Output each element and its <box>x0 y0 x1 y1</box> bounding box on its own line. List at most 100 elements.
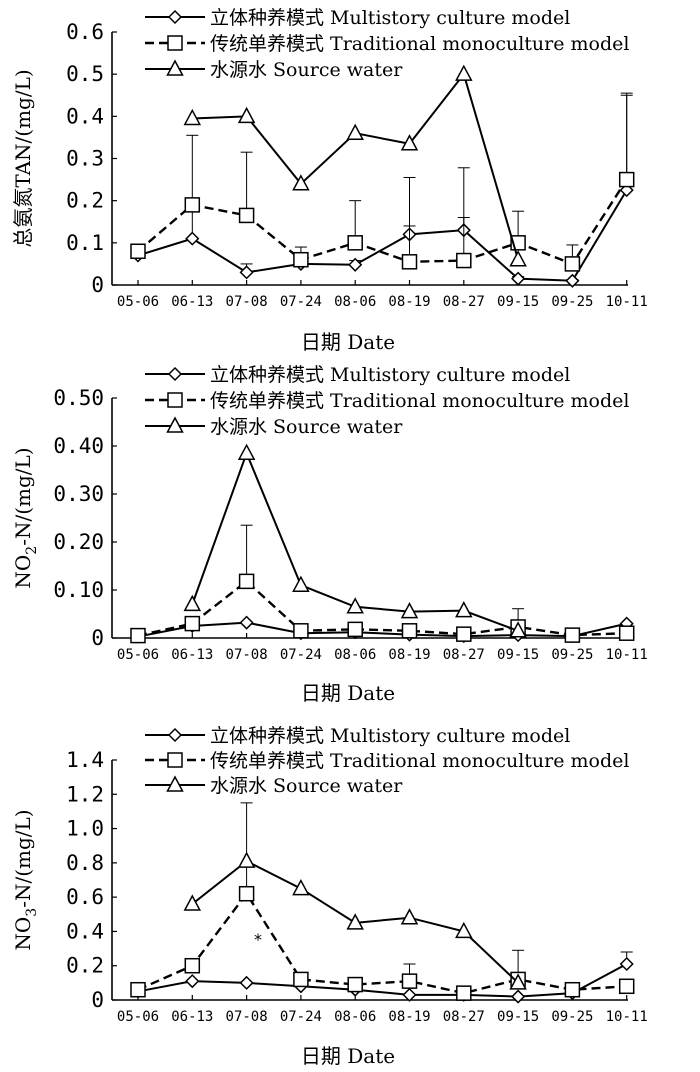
panel-3-legend-marker-0 <box>167 727 183 743</box>
panel-1-series-square-line <box>137 178 628 266</box>
panel-3-y-axis-title: NO3-N/(mg/L) <box>11 809 40 950</box>
panel-3-legend-marker-1 <box>167 752 183 768</box>
panel-2-y-tick-label: 0.30 <box>53 482 104 506</box>
panel-3-legend-item-square: 传统单养模式 Traditional monoculture model <box>145 750 629 772</box>
panel-1-series-square-marker-1 <box>184 197 201 213</box>
panel-2-x-tick-label: 06-13 <box>171 647 213 663</box>
panel-2-y-tick-label: 0.20 <box>53 530 104 554</box>
panel-3-series-square-marker-1 <box>184 957 201 974</box>
panel-2-legend-item-square: 传统单养模式 Traditional monoculture model <box>145 390 629 412</box>
panel-1-series-diamond-marker-2 <box>239 265 254 280</box>
panel-3-series-triangle-marker-2 <box>237 851 256 868</box>
panel-1-y-tick-label: 0.4 <box>66 104 104 128</box>
panel-2-series-square <box>130 524 635 644</box>
panel-2-series-square-marker-4 <box>347 621 363 638</box>
panel-2-series-diamond-marker-2 <box>239 615 254 630</box>
panel-1-series-diamond-marker-8 <box>565 273 580 288</box>
panel-1-x-tick-label: 07-08 <box>226 294 268 310</box>
panel-1-series-diamond-line <box>137 189 628 282</box>
panel-2-legend-label: 立体种养模式 Multistory culture model <box>210 364 570 386</box>
panel-3-series-diamond-marker-7 <box>511 989 526 1004</box>
panel-1-series-square-marker-9 <box>618 171 635 188</box>
panel-3-series-triangle-marker-7 <box>509 973 527 990</box>
panel-2-series-triangle-marker-1 <box>183 594 202 612</box>
panel-1-x-tick-label: 07-24 <box>280 294 322 310</box>
panel-1-x-tick-label: 10-11 <box>606 294 648 310</box>
panel-2-x-tick-label: 09-25 <box>551 647 593 663</box>
panel-2-x-tick-label: 10-11 <box>606 647 648 663</box>
panel-2-series-square-marker-6 <box>456 626 472 642</box>
panel-3-series-diamond-marker-1 <box>185 974 200 989</box>
panel-3-series-diamond-marker-9 <box>619 956 634 972</box>
panel-1-series-square-marker-5 <box>401 254 418 270</box>
panel-2-series-square-marker-8 <box>564 627 581 643</box>
panel-2-series-triangle-marker-3 <box>292 575 310 592</box>
panel-3-series-diamond-marker-5 <box>402 987 417 1002</box>
panel-3-y-tick-label: 1.4 <box>66 748 104 772</box>
panel-1-series-square-marker-6 <box>456 252 472 269</box>
panel-3-legend-label: 水源水 Source water <box>210 775 403 797</box>
panel-1-legend-label: 水源水 Source water <box>210 59 403 81</box>
panel-2-series-square-line <box>137 579 627 637</box>
panel-2-series-triangle-marker-7 <box>509 621 527 638</box>
panel-1-legend-item-square: 传统单养模式 Traditional monoculture model <box>145 33 629 55</box>
panel-1-x-tick-label: 08-27 <box>443 294 485 310</box>
panel-3-legend-marker-2 <box>166 775 184 792</box>
panel-2-x-tick-label: 09-15 <box>497 647 539 663</box>
panel-1: 0 0.1 0.2 0.3 0.4 0.5 0.6 05-06 06-13 07-08 07-24 0… <box>11 7 648 354</box>
panel-3-x-tick-label: 09-25 <box>551 1009 593 1025</box>
panel-3-series-square-marker-2 <box>238 885 255 902</box>
panel-2-x-tick-label: 07-08 <box>226 647 268 663</box>
panel-2-series-square-marker-3 <box>293 623 309 639</box>
panel-3-series-square-marker-3 <box>293 971 309 988</box>
panel-3-x-tick-label: 05-06 <box>117 1009 159 1025</box>
panel-3-series-square-marker-8 <box>564 981 581 998</box>
panel-2-y-tick-label: 0.50 <box>53 386 104 410</box>
panel-3-significance-annotation: * <box>254 930 262 949</box>
panel-3-series-triangle-marker-6 <box>455 921 473 939</box>
panel-1-series-triangle-marker-6 <box>455 64 473 81</box>
panel-1-y-tick-label: 0 <box>91 273 104 297</box>
panel-2-series-square-marker-9 <box>618 625 635 641</box>
panel-2-legend-item-triangle: 水源水 Source water <box>145 416 403 438</box>
panel-2-y-axis-title: NO2-N/(mg/L) <box>11 447 40 588</box>
panel-1-series-square-marker-3 <box>293 251 309 268</box>
panel-3-y-tick-label: 1.2 <box>66 782 104 806</box>
panel-2-x-tick-label: 07-24 <box>280 647 322 663</box>
panel-2-y-tick-label: 0.10 <box>53 578 104 602</box>
panel-1-x-tick-label: 06-13 <box>171 294 213 310</box>
panel-1-series-square <box>130 94 635 272</box>
panel-1-legend-marker-1 <box>167 35 183 51</box>
panel-2-x-tick-label: 05-06 <box>117 647 159 663</box>
panel-1-series-diamond-marker-1 <box>185 231 200 246</box>
panel-2-series-square-marker-5 <box>401 623 418 639</box>
panel-3-legend-label: 传统单养模式 Traditional monoculture model <box>210 750 629 772</box>
panel-2-x-tick-label: 08-27 <box>443 647 485 663</box>
panel-1-series-triangle-marker-2 <box>237 106 256 124</box>
panel-1-series-square-marker-2 <box>238 207 255 224</box>
panel-2-series-square-marker-1 <box>184 615 201 632</box>
panel-1-series-square-marker-8 <box>564 256 581 272</box>
panel-1-y-axis-title: 总氨氮TAN/(mg/L) <box>11 69 35 247</box>
panel-1-legend-item-diamond: 立体种养模式 Multistory culture model <box>145 7 570 29</box>
panel-2-legend-item-diamond: 立体种养模式 Multistory culture model <box>145 364 570 386</box>
panel-1-y-tick-label: 0.3 <box>66 147 104 171</box>
panel-2-series-square-marker-2 <box>238 573 255 590</box>
panel-3-series-triangle-marker-1 <box>183 894 202 911</box>
panel-3-series-diamond-line <box>137 963 628 998</box>
panel-3-y-tick-label: 0.6 <box>66 885 104 909</box>
panel-2-x-tick-label: 08-06 <box>334 647 376 663</box>
panel-2-series-triangle-marker-2 <box>237 443 256 460</box>
panel-3-legend-label: 立体种养模式 Multistory culture model <box>210 725 570 747</box>
panel-1-x-tick-label: 08-06 <box>334 294 376 310</box>
panel-3-x-tick-label: 07-24 <box>280 1009 322 1025</box>
panel-2-y-tick-label: 0 <box>91 626 104 650</box>
panel-3-x-tick-label: 07-08 <box>226 1009 268 1025</box>
panel-3-series-square-marker-6 <box>456 985 472 1001</box>
panel-3-y-tick-label: 0.2 <box>66 954 104 978</box>
panel-1-legend-item-triangle: 水源水 Source water <box>145 59 403 81</box>
panel-3-legend-item-diamond: 立体种养模式 Multistory culture model <box>145 725 570 747</box>
panel-3-series-triangle-marker-5 <box>400 908 419 925</box>
panel-3-series-square-marker-9 <box>618 978 635 995</box>
